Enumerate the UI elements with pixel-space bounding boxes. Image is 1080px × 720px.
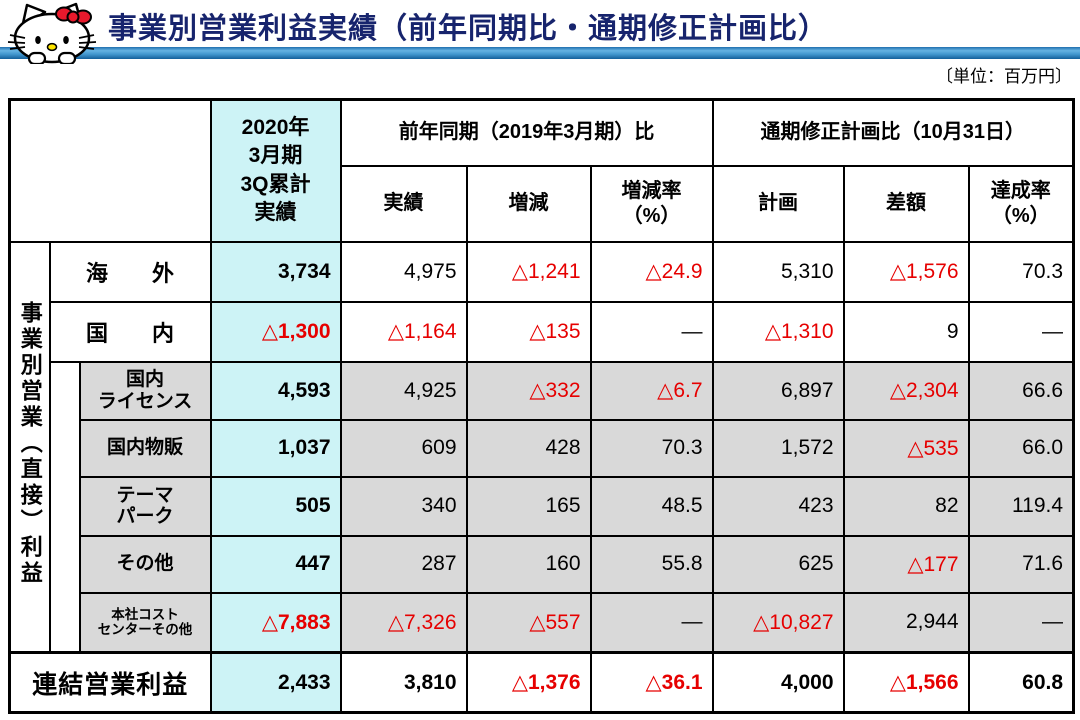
table-cell: 66.0 bbox=[967, 418, 1075, 478]
table-cell: 119.4 bbox=[967, 475, 1075, 537]
row-label-domestic-license: 国内 ライセンス bbox=[78, 360, 212, 421]
table-cell: △1,310 bbox=[711, 300, 845, 363]
kitty-left-paw bbox=[27, 51, 47, 64]
table-cell: 505 bbox=[209, 475, 342, 537]
table-cell: 70.3 bbox=[589, 418, 714, 478]
table-row: 国内 ライセンス 4,593 4,925 △332 △6.7 6,897 △2,… bbox=[10, 360, 1075, 654]
table-cell: 4,593 bbox=[209, 360, 342, 421]
table-cell: △1,241 bbox=[465, 240, 592, 303]
table-cell: △535 bbox=[842, 418, 970, 478]
table-cell: △2,304 bbox=[842, 360, 970, 421]
table-cell: 1,037 bbox=[209, 418, 342, 478]
table-cell: △24.9 bbox=[589, 240, 714, 303]
row-label-hq-cost-center: 本社コスト センターその他 bbox=[78, 591, 212, 654]
table-cell: 3,810 bbox=[339, 651, 468, 714]
table-cell: △1,376 bbox=[465, 651, 592, 714]
column-header-diff: 差額 bbox=[842, 164, 970, 243]
table-cell: 160 bbox=[465, 534, 592, 594]
table-cell: △557 bbox=[465, 591, 592, 654]
table-cell: 2,944 bbox=[842, 591, 970, 654]
table-cell: △1,576 bbox=[842, 240, 970, 303]
row-label-overseas: 海 外 bbox=[48, 240, 212, 303]
column-header-achievement: 達成率 （%） bbox=[967, 164, 1075, 243]
kitty-bow-knot bbox=[66, 10, 80, 24]
table-cell: 1,572 bbox=[711, 418, 845, 478]
table-cell: △7,883 bbox=[209, 591, 342, 654]
table-cell: ― bbox=[589, 591, 714, 654]
kitty-whiskers bbox=[7, 34, 97, 50]
table-cell: 3,734 bbox=[209, 240, 342, 303]
table-cell: 447 bbox=[209, 534, 342, 594]
table-cell: △135 bbox=[465, 300, 592, 363]
table-cell: △177 bbox=[842, 534, 970, 594]
table-row: 国内物販 1,037 609 428 70.3 1,572 △535 66.0 bbox=[10, 418, 1075, 478]
table-cell: △1,566 bbox=[842, 651, 970, 714]
kitty-head bbox=[13, 12, 91, 64]
table-cell: △36.1 bbox=[589, 651, 714, 714]
row-label-domestic-merch: 国内物販 bbox=[78, 418, 212, 478]
table-cell: 55.8 bbox=[589, 534, 714, 594]
row-label-theme-park: テーマ パーク bbox=[78, 475, 212, 537]
table-cell: △332 bbox=[465, 360, 592, 421]
table-cell: 6,897 bbox=[711, 360, 845, 421]
table-cell: △1,164 bbox=[339, 300, 468, 363]
kitty-left-eye bbox=[35, 36, 41, 44]
table-row-total: 連結営業利益 2,433 3,810 △1,376 △36.1 4,000 △1… bbox=[8, 651, 1075, 714]
table-cell: 60.8 bbox=[967, 651, 1075, 714]
table-cell: ― bbox=[967, 591, 1075, 654]
table-cell: 2,433 bbox=[209, 651, 342, 714]
table-cell: 66.6 bbox=[967, 360, 1075, 421]
row-label-domestic: 国 内 bbox=[48, 300, 212, 363]
column-header-change-rate: 増減率 （%） bbox=[589, 164, 714, 243]
table-row: その他 447 287 160 55.8 625 △177 71.6 bbox=[10, 534, 1075, 594]
table-row: 本社コスト センターその他 △7,883 △7,326 △557 ― △10,8… bbox=[10, 591, 1075, 654]
group-header-plan: 通期修正計画比（10月31日） bbox=[711, 98, 1075, 167]
column-header-plan: 計画 bbox=[711, 164, 845, 243]
table-cell: △1,300 bbox=[209, 300, 342, 363]
table-cell: 82 bbox=[842, 475, 970, 537]
hello-kitty-logo bbox=[7, 2, 97, 64]
table-cell: 4,975 bbox=[339, 240, 468, 303]
table-cell: 340 bbox=[339, 475, 468, 537]
kitty-right-eye bbox=[63, 36, 69, 44]
kitty-nose bbox=[46, 42, 58, 52]
table-cell: 423 bbox=[711, 475, 845, 537]
table-cell: 5,310 bbox=[711, 240, 845, 303]
table-cell: 625 bbox=[711, 534, 845, 594]
corner-cell bbox=[8, 98, 212, 243]
table-cell: ― bbox=[589, 300, 714, 363]
table-cell: 165 bbox=[465, 475, 592, 537]
table-cell: △6.7 bbox=[589, 360, 714, 421]
table-cell: 4,925 bbox=[339, 360, 468, 421]
row-label-consolidated-operating-profit: 連結営業利益 bbox=[8, 651, 212, 714]
page-title: 事業別営業利益実績（前年同期比・通期修正計画比） bbox=[108, 13, 829, 45]
row-label-other: その他 bbox=[78, 534, 212, 594]
table-cell: 9 bbox=[842, 300, 970, 363]
table-cell: △10,827 bbox=[711, 591, 845, 654]
indent-spacer-cell bbox=[48, 360, 81, 654]
table-cell: 70.3 bbox=[967, 240, 1075, 303]
table-row: 国 内 △1,300 △1,164 △135 ― △1,310 9 ― bbox=[10, 300, 1075, 363]
title-underline-bar bbox=[0, 47, 1080, 59]
table-cell: 428 bbox=[465, 418, 592, 478]
table-row: 事業別営業（直接）利益 海 外 3,734 4,975 △1,241 △24.9… bbox=[8, 240, 1075, 654]
table-cell: △7,326 bbox=[339, 591, 468, 654]
column-header-q3-actual: 2020年 3月期 3Q累計 実績 bbox=[209, 98, 342, 243]
table-cell: 71.6 bbox=[967, 534, 1075, 594]
side-header-segment-profit: 事業別営業（直接）利益 bbox=[8, 240, 51, 654]
table-cell: 4,000 bbox=[711, 651, 845, 714]
table-cell: ― bbox=[967, 300, 1075, 363]
column-header-actual: 実績 bbox=[339, 164, 468, 243]
unit-note: 〔単位：百万円〕 bbox=[936, 67, 1072, 86]
profit-by-segment-table: 2020年 3月期 3Q累計 実績 前年同期（2019年3月期）比 通期修正計画… bbox=[8, 98, 1076, 714]
column-header-change: 増減 bbox=[465, 164, 592, 243]
group-header-yoy: 前年同期（2019年3月期）比 bbox=[339, 98, 714, 167]
table-cell: 287 bbox=[339, 534, 468, 594]
table-row: テーマ パーク 505 340 165 48.5 423 82 119.4 bbox=[10, 475, 1075, 537]
table-cell: 48.5 bbox=[589, 475, 714, 537]
kitty-right-paw bbox=[57, 51, 77, 64]
table-cell: 609 bbox=[339, 418, 468, 478]
